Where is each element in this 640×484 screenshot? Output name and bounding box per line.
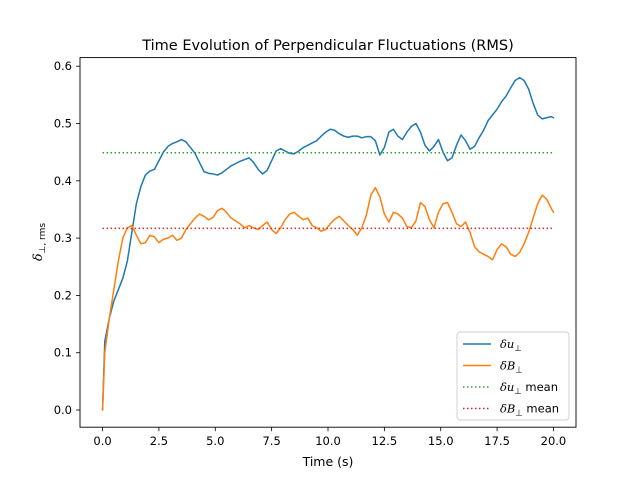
legend-label-subscript: ⊥ (514, 387, 521, 397)
y-tick-label: 0.0 (54, 403, 72, 417)
x-axis-label: Time (s) (302, 454, 354, 469)
legend-box (456, 331, 570, 421)
legend-label-symbol: δB (500, 359, 515, 373)
legend-label-subscript: ⊥ (514, 344, 521, 354)
legend-label-symbol: δB (500, 402, 515, 416)
chart-title: Time Evolution of Perpendicular Fluctuat… (141, 38, 514, 54)
y-axis-label: δ⊥, rms (30, 223, 48, 261)
x-tick-label: 10.0 (315, 434, 341, 448)
x-tick-label: 17.5 (484, 434, 510, 448)
legend-label-0: δu⊥ (500, 337, 522, 354)
plot-area: 0.0 2.5 5.0 7.5 10.0 12.5 15.0 17.5 20.0 0.00.10… (54, 57, 577, 448)
x-tick-label: 0.0 (93, 434, 111, 448)
x-tick-label: 5.0 (206, 434, 224, 448)
series-line-0 (101, 76, 555, 411)
series-layer (101, 76, 555, 411)
x-tick-label: 15.0 (428, 434, 454, 448)
y-tick-label: 0.1 (54, 346, 72, 360)
legend-label-subscript: ⊥ (515, 409, 522, 419)
legend-label-suffix: mean (523, 402, 559, 416)
legend-label-subscript: ⊥ (515, 366, 522, 376)
y-tick-label: 0.4 (54, 174, 72, 188)
series-line-1 (101, 186, 555, 411)
x-tick-label: 7.5 (262, 434, 280, 448)
x-tick-label: 12.5 (372, 434, 398, 448)
x-tick-label: 20.0 (541, 434, 567, 448)
legend-label-symbol: δu (500, 380, 514, 394)
legend-label-suffix: mean (522, 380, 558, 394)
x-tick-label: 2.5 (150, 434, 168, 448)
y-tick-label: 0.6 (54, 59, 72, 73)
legend-label-symbol: δu (500, 337, 514, 351)
y-axis-ticks: 0.0 0.1 0.2 0.3 0.4 0.5 0.6 (54, 59, 80, 417)
y-tick-label: 0.3 (54, 231, 72, 245)
y-axis-label-symbol: δ (30, 254, 45, 262)
legend-label-1: δB⊥ (500, 359, 523, 376)
legend-label-3: δB⊥ mean (500, 402, 559, 419)
y-tick-label: 0.5 (54, 116, 72, 130)
y-axis-label-subscript: ⊥, rms (38, 223, 48, 254)
x-axis-ticks: 0.0 2.5 5.0 7.5 10.0 12.5 15.0 17.5 20.0 (93, 427, 566, 448)
legend-label-2: δu⊥ mean (500, 380, 558, 397)
y-tick-label: 0.2 (54, 288, 72, 302)
